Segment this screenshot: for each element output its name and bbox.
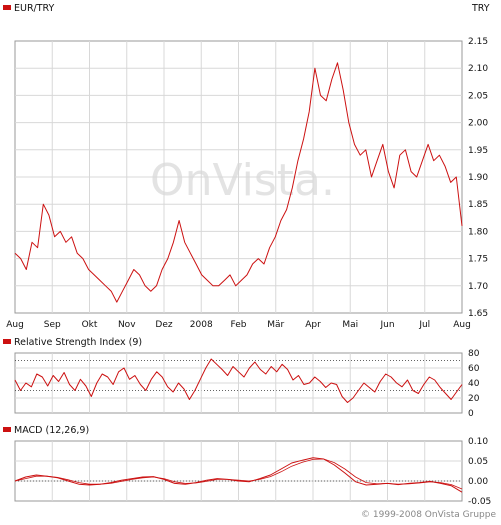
y-tick-label: 1.70 (468, 282, 488, 292)
y-tick-label: 1.95 (468, 146, 488, 156)
y-tick-label: 1.65 (468, 309, 488, 319)
y-tick-label: 80 (468, 349, 480, 359)
y-tick-label: 40 (468, 379, 480, 389)
y-tick-label: 1.80 (468, 227, 488, 237)
x-tick-label: 2008 (190, 320, 213, 330)
x-tick-label: Nov (118, 320, 136, 330)
currency-label: TRY (471, 3, 490, 14)
x-tick-label: Dez (155, 320, 172, 330)
y-tick-label: 2.00 (468, 119, 488, 129)
series-line (14, 458, 463, 490)
x-tick-label: Jun (379, 320, 394, 330)
x-tick-label: Apr (305, 320, 321, 330)
x-tick-label: Okt (82, 320, 98, 330)
x-tick-label: Feb (231, 320, 247, 330)
legend-label: Relative Strength Index (9) (14, 337, 142, 348)
legend-swatch (3, 427, 11, 432)
y-tick-label: -0.05 (468, 497, 491, 507)
x-tick-label: Sep (44, 320, 61, 330)
legend-label: MACD (12,26,9) (14, 425, 89, 436)
legend-swatch (3, 5, 11, 10)
y-tick-label: 60 (468, 364, 480, 374)
y-tick-label: 2.10 (468, 64, 488, 74)
y-tick-label: 1.75 (468, 255, 488, 265)
x-tick-label: Aug (6, 320, 24, 330)
y-tick-label: 1.90 (468, 173, 488, 183)
legend-swatch (3, 339, 11, 344)
y-tick-label: 0 (468, 409, 474, 419)
legend-label: EUR/TRY (14, 3, 55, 14)
series-line (14, 358, 463, 403)
y-tick-label: 2.05 (468, 91, 488, 101)
y-tick-label: 20 (468, 394, 480, 404)
x-tick-label: Jul (418, 320, 430, 330)
watermark-logo: OnVista. (150, 155, 335, 206)
y-tick-label: 0.10 (468, 437, 488, 447)
y-tick-label: 2.15 (468, 37, 488, 47)
x-tick-label: Mai (342, 320, 358, 330)
y-tick-label: 0.05 (468, 457, 488, 467)
x-tick-label: Mär (267, 320, 284, 330)
x-tick-label: Aug (453, 320, 471, 330)
series-line (14, 62, 463, 303)
copyright-text: © 1999-2008 OnVista Gruppe (361, 510, 496, 520)
y-tick-label: 1.85 (468, 200, 488, 210)
y-tick-label: 0.00 (468, 477, 488, 487)
